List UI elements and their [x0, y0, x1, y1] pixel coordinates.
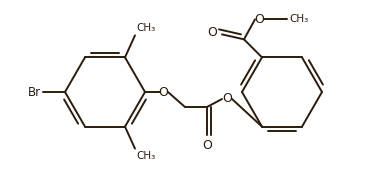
- Text: O: O: [207, 26, 217, 39]
- Text: O: O: [158, 85, 168, 98]
- Text: O: O: [254, 13, 264, 26]
- Text: O: O: [202, 139, 212, 152]
- Text: CH₃: CH₃: [136, 23, 155, 33]
- Text: CH₃: CH₃: [136, 151, 155, 161]
- Text: Br: Br: [28, 85, 41, 98]
- Text: O: O: [222, 92, 232, 105]
- Text: CH₃: CH₃: [289, 14, 308, 24]
